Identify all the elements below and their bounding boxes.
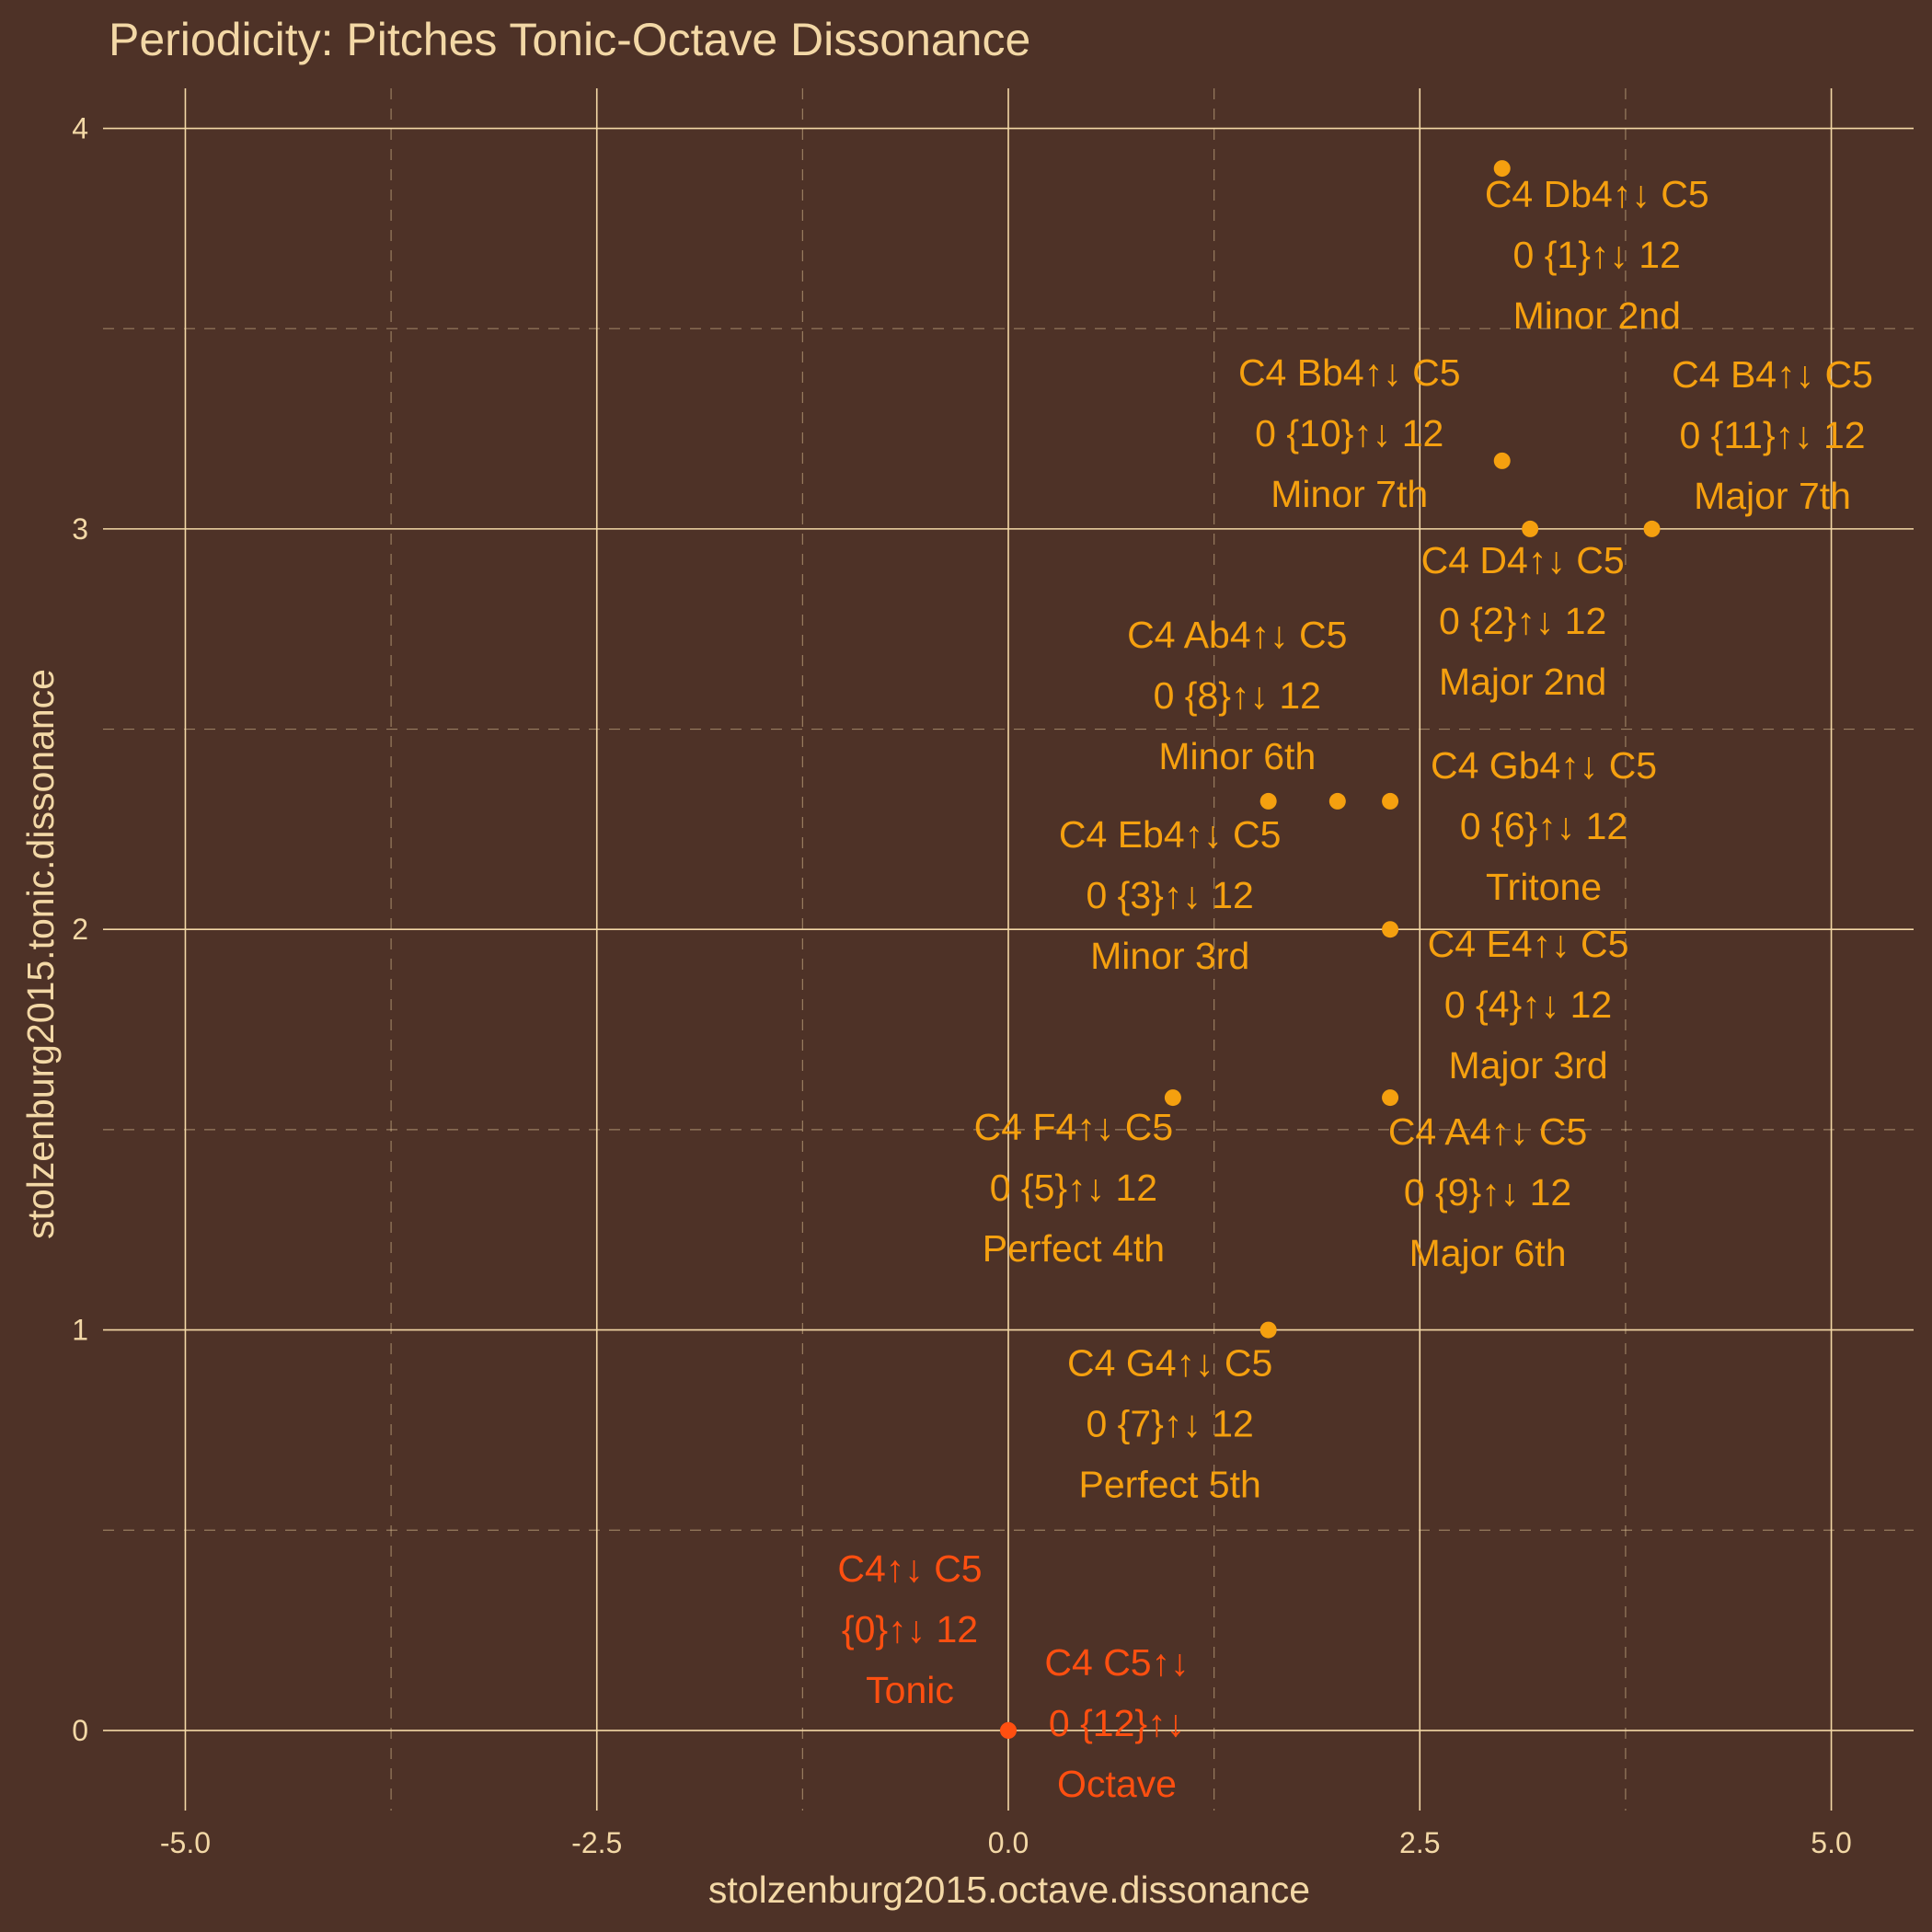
x-tick-label: -2.5 <box>571 1826 622 1859</box>
x-tick-label: 2.5 <box>1399 1826 1440 1859</box>
data-label: C4 Gb4↑↓ C5 <box>1431 744 1657 787</box>
data-label: {0}↑↓ 12 <box>842 1608 978 1650</box>
data-label: Perfect 5th <box>1079 1464 1261 1506</box>
data-point <box>1328 792 1346 810</box>
data-label: C4 G4↑↓ C5 <box>1067 1342 1272 1385</box>
y-tick-label: 3 <box>72 512 88 546</box>
data-point <box>1493 160 1511 178</box>
data-label: Minor 7th <box>1271 473 1428 515</box>
data-label: Tritone <box>1486 866 1602 908</box>
data-label: C4 D4↑↓ C5 <box>1421 539 1625 581</box>
data-label: Perfect 4th <box>983 1227 1165 1270</box>
data-label: C4 C5↑↓ <box>1044 1641 1189 1684</box>
x-tick-label: -5.0 <box>160 1826 211 1859</box>
data-point <box>1164 1089 1181 1107</box>
data-label: C4 Ab4↑↓ C5 <box>1127 614 1347 656</box>
data-label: C4 Bb4↑↓ C5 <box>1238 351 1461 394</box>
data-label: C4 Eb4↑↓ C5 <box>1059 813 1282 856</box>
data-point <box>1643 520 1661 537</box>
data-label: Octave <box>1057 1763 1177 1805</box>
x-tick-label: 0.0 <box>988 1826 1029 1859</box>
data-label: 0 {3}↑↓ 12 <box>1086 874 1253 916</box>
data-label: 0 {2}↑↓ 12 <box>1439 600 1606 642</box>
data-label: 0 {5}↑↓ 12 <box>990 1167 1157 1209</box>
data-label: 0 {11}↑↓ 12 <box>1679 414 1865 456</box>
x-tick-label: 5.0 <box>1811 1826 1851 1859</box>
data-label: C4 A4↑↓ C5 <box>1388 1110 1588 1153</box>
data-label: 0 {12}↑↓ <box>1049 1702 1185 1744</box>
data-label: Major 7th <box>1694 475 1851 517</box>
data-point <box>1382 792 1399 810</box>
data-label: Major 2nd <box>1439 661 1606 703</box>
y-tick-label: 0 <box>72 1714 88 1747</box>
data-label: Minor 6th <box>1158 735 1316 777</box>
data-label: 0 {8}↑↓ 12 <box>1154 674 1321 717</box>
data-point <box>1259 792 1277 810</box>
data-label: Major 3rd <box>1448 1044 1607 1087</box>
point-labels: C4↑↓ C5 {0}↑↓ 12 Tonic C4 Db4↑↓ C5 0 {1}↑↓ 1… <box>837 173 1873 1805</box>
data-point <box>1259 1321 1277 1339</box>
data-label: 0 {9}↑↓ 12 <box>1404 1171 1571 1213</box>
axis-ticks: -5.0 -2.5 0.0 2.5 5.0 0 1 2 3 4 <box>72 112 1852 1859</box>
data-points <box>1000 160 1661 1739</box>
data-label: C4 B4↑↓ C5 <box>1672 353 1873 396</box>
data-point <box>1493 452 1511 469</box>
data-point <box>1522 520 1539 537</box>
data-label: Minor 2nd <box>1513 294 1681 337</box>
data-point <box>1382 1089 1399 1107</box>
data-label: 0 {7}↑↓ 12 <box>1086 1403 1253 1445</box>
data-label: C4 Db4↑↓ C5 <box>1485 173 1709 215</box>
y-tick-label: 1 <box>72 1314 88 1347</box>
data-label: Major 6th <box>1409 1232 1567 1274</box>
data-point <box>1382 921 1399 938</box>
data-label: 0 {10}↑↓ 12 <box>1255 412 1443 454</box>
data-label: 0 {4}↑↓ 12 <box>1444 983 1612 1026</box>
data-label: C4↑↓ C5 <box>837 1547 982 1590</box>
chart-title: Periodicity: Pitches Tonic-Octave Disson… <box>109 14 1030 65</box>
x-axis-title: stolzenburg2015.octave.dissonance <box>708 1869 1310 1911</box>
data-label: C4 E4↑↓ C5 <box>1428 923 1629 965</box>
data-label: C4 F4↑↓ C5 <box>974 1106 1173 1148</box>
y-axis-title: stolzenburg2015.tonic.dissonance <box>19 669 62 1239</box>
data-label: Minor 3rd <box>1090 935 1249 977</box>
y-tick-label: 4 <box>72 112 88 145</box>
data-label: 0 {1}↑↓ 12 <box>1513 234 1681 276</box>
data-label: 0 {6}↑↓ 12 <box>1460 805 1627 847</box>
data-label: Tonic <box>866 1669 954 1711</box>
y-tick-label: 2 <box>72 913 88 946</box>
data-point <box>1000 1721 1017 1739</box>
